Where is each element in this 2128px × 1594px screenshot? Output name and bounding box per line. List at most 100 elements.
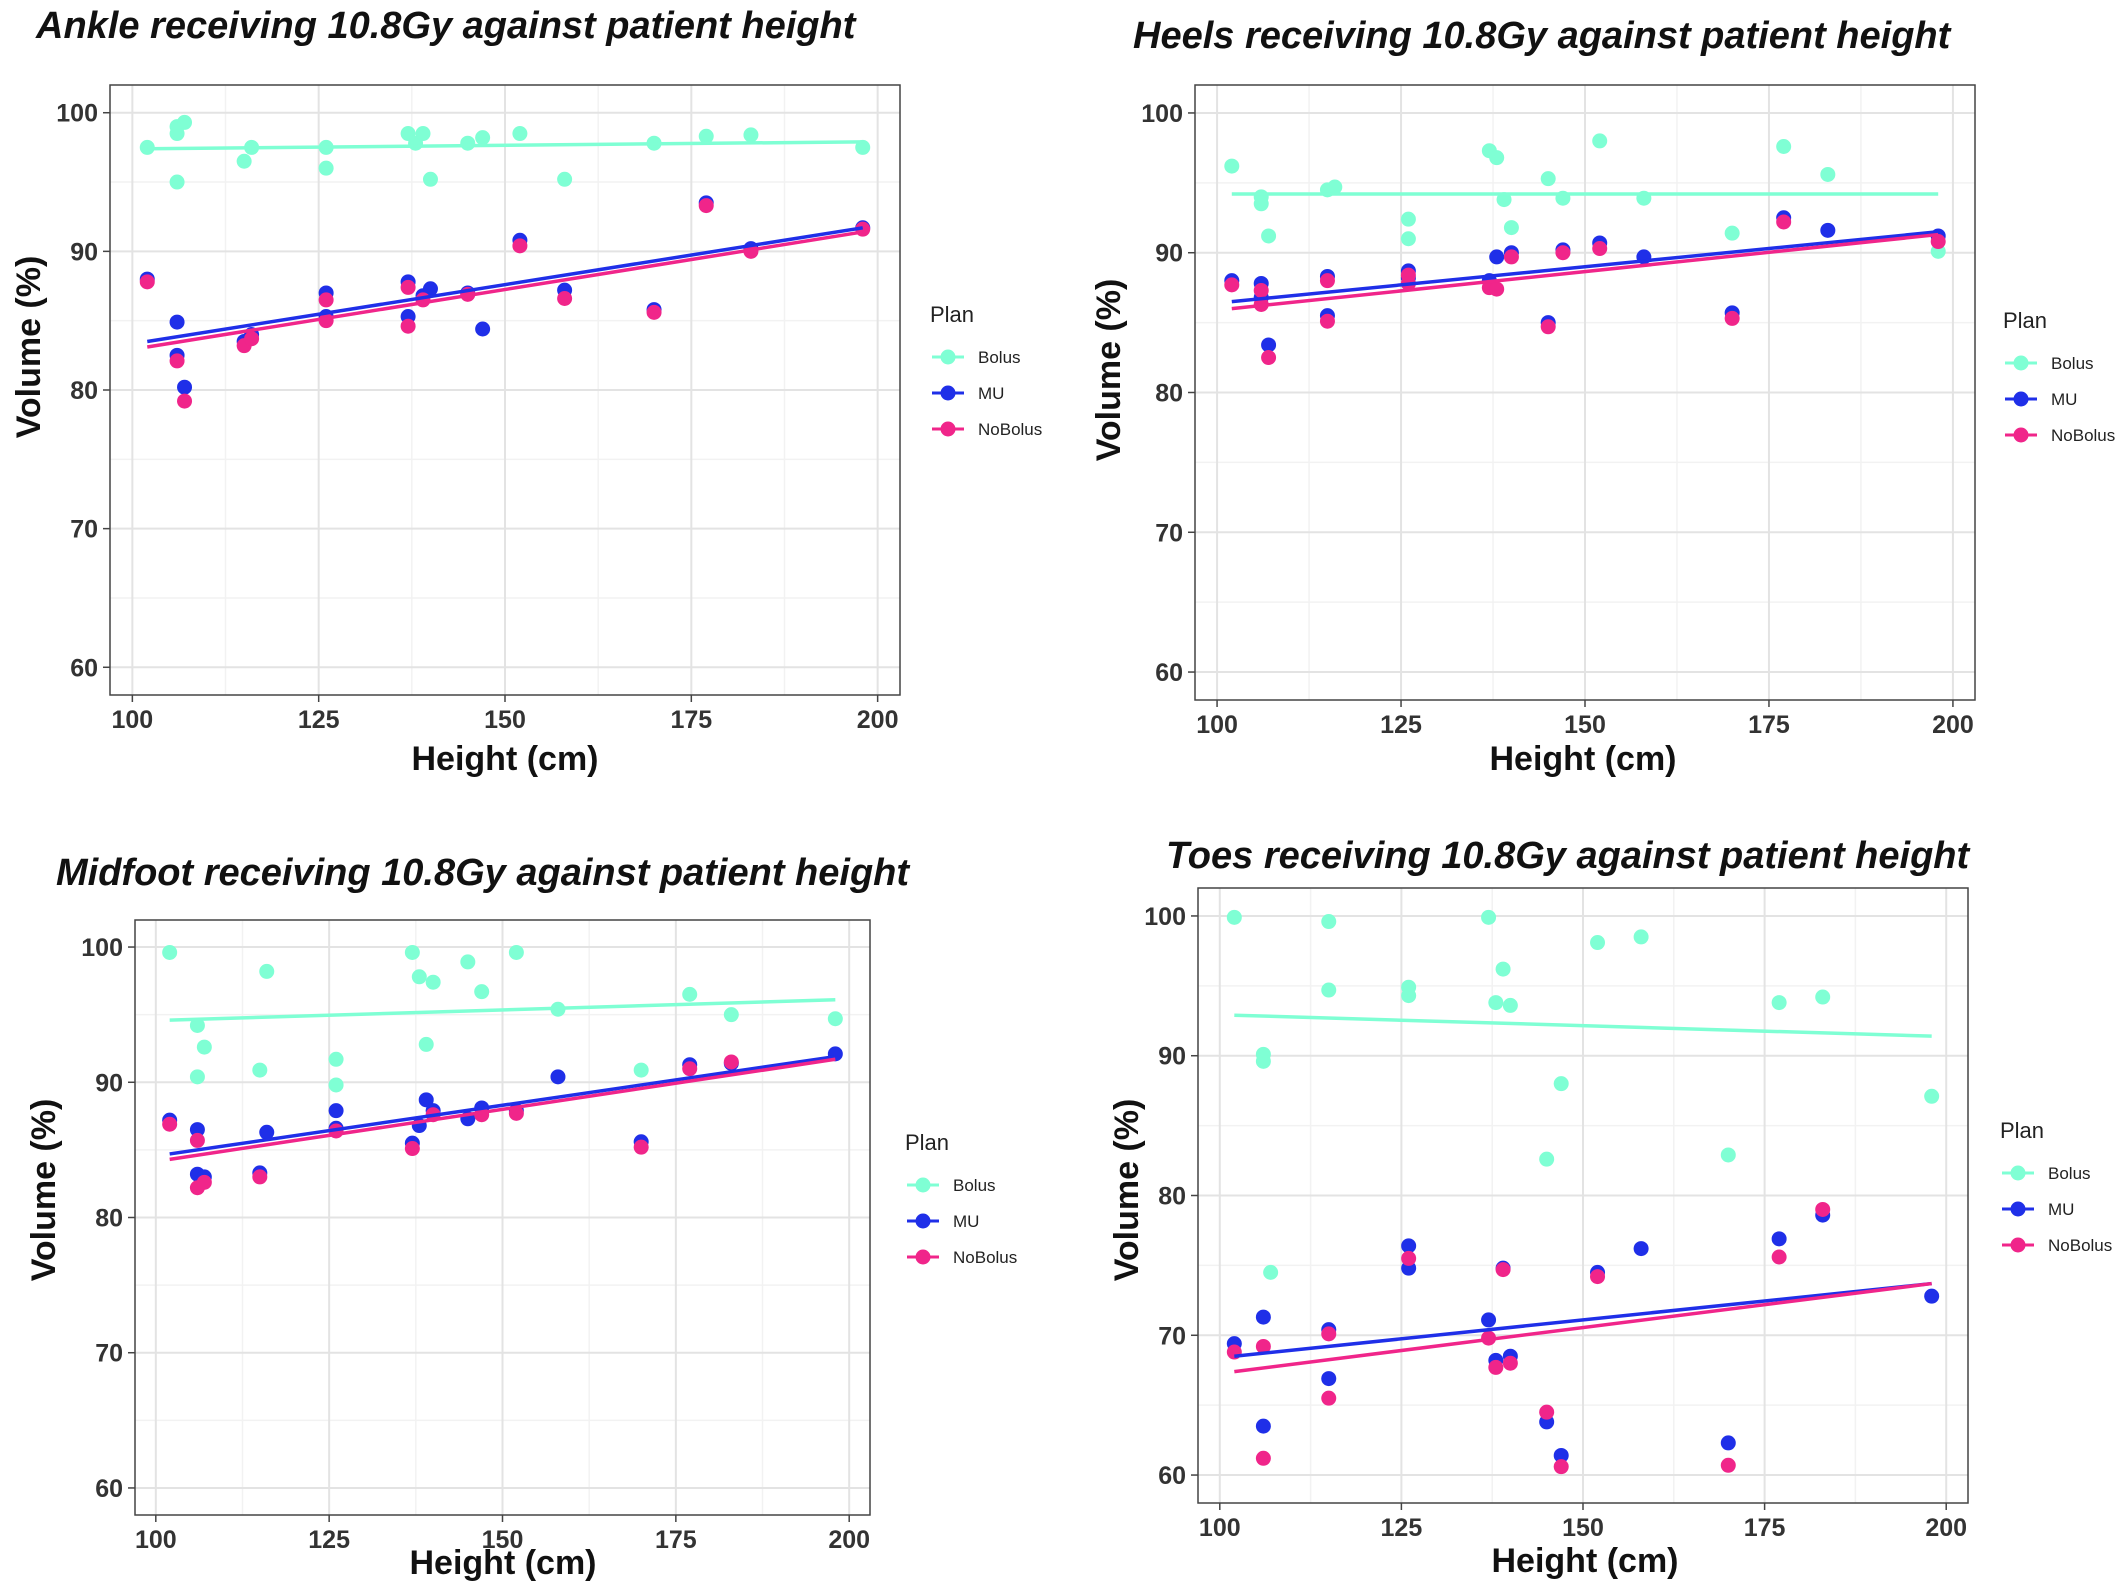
y-tick-label: 70 — [70, 516, 98, 544]
legend-label: MU — [2048, 1200, 2074, 1219]
data-point-bolus — [1502, 997, 1518, 1013]
data-point-mu — [475, 321, 491, 337]
legend-title: Plan — [2003, 308, 2047, 333]
data-point-mu — [1924, 1288, 1940, 1304]
data-point-bolus — [1776, 139, 1792, 154]
chart-title: Ankle receiving 10.8Gy against patient h… — [35, 5, 857, 47]
data-point-bolus — [1226, 909, 1242, 925]
legend-item-mu: MU — [2005, 390, 2077, 409]
data-point-nobolus — [1590, 1269, 1606, 1285]
data-point-nobolus — [698, 198, 714, 214]
legend-label: MU — [978, 384, 1004, 403]
data-point-bolus — [169, 126, 185, 142]
y-tick-label: 90 — [1155, 240, 1183, 268]
fit-line-bolus — [1234, 1013, 1932, 1038]
fit-line-nobolus — [1231, 232, 1939, 311]
series-nobolus — [1226, 1201, 1831, 1475]
data-point-bolus — [411, 969, 427, 985]
data-point-mu — [169, 314, 185, 330]
y-tick-label: 80 — [70, 377, 98, 405]
data-point-mu — [1255, 1418, 1271, 1434]
legend-key-dot — [2013, 427, 2029, 443]
data-point-bolus — [236, 153, 252, 169]
data-point-nobolus — [682, 1061, 698, 1077]
legend-key-dot — [940, 349, 956, 365]
data-point-mu — [1553, 1447, 1569, 1463]
data-point-bolus — [1592, 133, 1608, 149]
data-point-nobolus — [646, 304, 662, 320]
data-point-mu — [550, 1069, 566, 1085]
data-point-nobolus — [318, 292, 334, 308]
data-point-bolus — [328, 1077, 344, 1093]
data-point-bolus — [177, 114, 193, 130]
data-point-nobolus — [633, 1139, 649, 1155]
data-point-nobolus — [1319, 313, 1335, 329]
legend-key-dot — [940, 421, 956, 437]
fit-line-mu — [169, 1054, 836, 1156]
legend-label: MU — [2051, 390, 2077, 409]
y-tick-label: 80 — [95, 1205, 123, 1233]
data-point-bolus — [404, 944, 420, 960]
y-tick-label: 60 — [95, 1475, 123, 1503]
legend-key-dot — [915, 1249, 931, 1265]
legend-item-bolus: Bolus — [932, 348, 1021, 367]
data-point-mu — [1771, 1231, 1787, 1247]
data-point-nobolus — [177, 393, 193, 409]
chart-panel-3: Midfoot receiving 10.8Gy against patient… — [25, 852, 1017, 1582]
data-point-nobolus — [723, 1054, 739, 1070]
fit-line-bolus — [169, 998, 836, 1022]
data-point-mu — [1261, 337, 1277, 353]
data-point-bolus — [1771, 995, 1787, 1011]
data-point-bolus — [1327, 179, 1343, 195]
legend-item-nobolus: NoBolus — [2002, 1236, 2112, 1255]
data-point-bolus — [512, 126, 528, 142]
data-point-nobolus — [404, 1141, 420, 1157]
y-tick-label: 100 — [1144, 903, 1186, 931]
series-bolus — [1226, 909, 1940, 1280]
x-tick-label: 200 — [828, 1526, 870, 1554]
data-point-nobolus — [1771, 1249, 1787, 1265]
data-point-nobolus — [512, 238, 528, 254]
legend-label: NoBolus — [2051, 426, 2115, 445]
x-tick-label: 100 — [135, 1526, 177, 1554]
series-nobolus — [139, 198, 871, 409]
y-tick-label: 70 — [1155, 519, 1183, 547]
data-point-bolus — [743, 127, 759, 143]
data-point-bolus — [1924, 1088, 1940, 1104]
legend: Plan Bolus MU NoBolus — [2000, 1118, 2112, 1255]
x-tick-label: 200 — [1925, 1514, 1967, 1542]
x-tick-label: 175 — [670, 706, 712, 734]
data-point-bolus — [1253, 196, 1269, 212]
data-point-bolus — [1590, 935, 1606, 951]
legend-key-dot — [940, 385, 956, 401]
data-point-nobolus — [1503, 249, 1519, 265]
data-point-nobolus — [162, 1116, 178, 1132]
chart-panel-1: Ankle receiving 10.8Gy against patient h… — [10, 5, 1042, 778]
x-tick-label: 150 — [1564, 711, 1606, 739]
data-point-nobolus — [1540, 319, 1556, 335]
data-point-bolus — [1489, 150, 1505, 166]
data-point-bolus — [189, 1017, 205, 1033]
data-point-bolus — [1720, 1147, 1736, 1163]
data-point-mu — [1255, 1309, 1271, 1325]
y-axis-label: Volume (%) — [1090, 279, 1128, 462]
y-axis-label: Volume (%) — [25, 1099, 63, 1282]
legend-item-mu: MU — [2002, 1200, 2074, 1219]
x-tick-label: 200 — [1932, 711, 1974, 739]
legend-item-mu: MU — [932, 384, 1004, 403]
data-point-bolus — [1539, 1151, 1555, 1167]
y-tick-label: 80 — [1155, 380, 1183, 408]
data-point-bolus — [1400, 211, 1416, 227]
x-tick-label: 125 — [1381, 1514, 1423, 1542]
data-point-nobolus — [1224, 277, 1240, 293]
data-point-nobolus — [1776, 214, 1792, 230]
legend-label: Bolus — [978, 348, 1021, 367]
data-point-nobolus — [1319, 273, 1335, 289]
data-point-bolus — [1633, 929, 1649, 945]
x-tick-label: 150 — [1562, 1514, 1604, 1542]
chart-panel-4: Toes receiving 10.8Gy against patient he… — [1108, 835, 2112, 1580]
data-point-nobolus — [1401, 1250, 1417, 1266]
data-point-mu — [1401, 1238, 1417, 1254]
x-tick-label: 125 — [308, 1526, 350, 1554]
